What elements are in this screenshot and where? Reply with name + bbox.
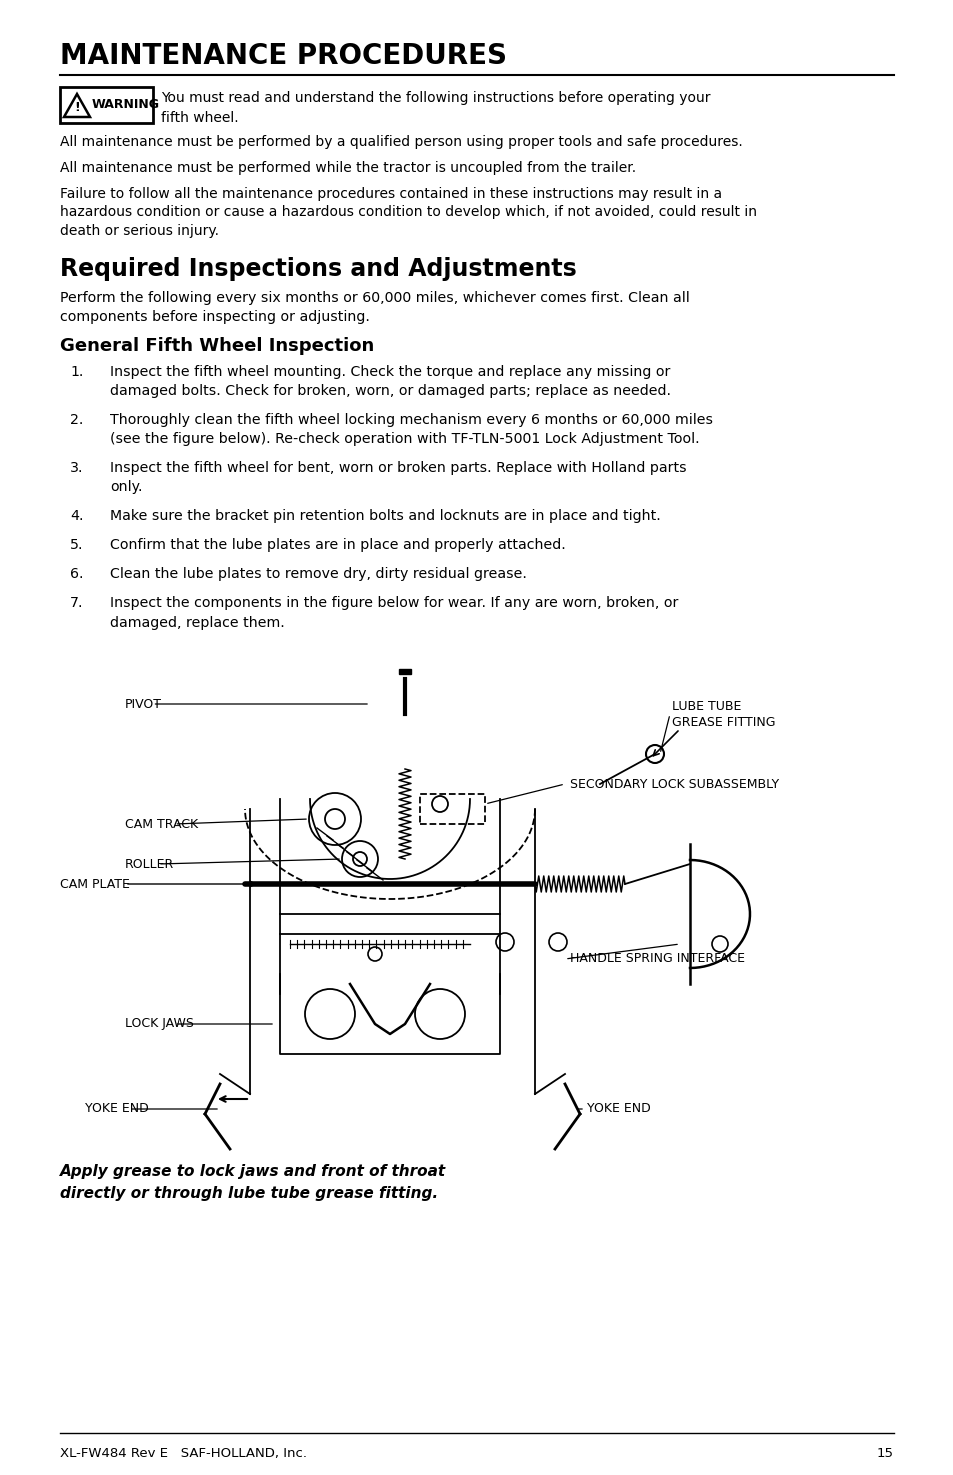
Text: ROLLER: ROLLER: [125, 857, 174, 870]
Text: 3.: 3.: [70, 462, 84, 475]
Text: 5.: 5.: [70, 538, 84, 552]
Text: Inspect the components in the figure below for wear. If any are worn, broken, or: Inspect the components in the figure bel…: [110, 596, 678, 630]
Text: Inspect the fifth wheel for bent, worn or broken parts. Replace with Holland par: Inspect the fifth wheel for bent, worn o…: [110, 462, 686, 494]
Text: Make sure the bracket pin retention bolts and locknuts are in place and tight.: Make sure the bracket pin retention bolt…: [110, 509, 660, 524]
Text: WARNING: WARNING: [91, 99, 160, 112]
FancyBboxPatch shape: [60, 87, 152, 122]
Text: Confirm that the lube plates are in place and properly attached.: Confirm that the lube plates are in plac…: [110, 538, 565, 552]
Text: CAM TRACK: CAM TRACK: [125, 817, 198, 830]
Text: 2.: 2.: [70, 413, 83, 426]
Text: All maintenance must be performed while the tractor is uncoupled from the traile: All maintenance must be performed while …: [60, 161, 636, 176]
Text: LOCK JAWS: LOCK JAWS: [125, 1018, 193, 1031]
Text: Failure to follow all the maintenance procedures contained in these instructions: Failure to follow all the maintenance pr…: [60, 187, 757, 237]
Text: 7.: 7.: [70, 596, 84, 611]
Text: PIVOT: PIVOT: [125, 698, 162, 711]
Text: CAM PLATE: CAM PLATE: [60, 878, 130, 891]
Text: 6.: 6.: [70, 566, 84, 581]
Text: 4.: 4.: [70, 509, 84, 524]
Text: Required Inspections and Adjustments: Required Inspections and Adjustments: [60, 257, 577, 282]
Text: 15: 15: [876, 1447, 893, 1460]
Text: !: !: [74, 100, 80, 114]
Text: General Fifth Wheel Inspection: General Fifth Wheel Inspection: [60, 336, 374, 355]
Text: LUBE TUBE
GREASE FITTING: LUBE TUBE GREASE FITTING: [671, 699, 775, 729]
Text: Thoroughly clean the fifth wheel locking mechanism every 6 months or 60,000 mile: Thoroughly clean the fifth wheel locking…: [110, 413, 712, 447]
Text: MAINTENANCE PROCEDURES: MAINTENANCE PROCEDURES: [60, 41, 506, 69]
Text: All maintenance must be performed by a qualified person using proper tools and s: All maintenance must be performed by a q…: [60, 136, 742, 149]
Bar: [398, 670, 411, 674]
Text: YOKE END: YOKE END: [586, 1102, 650, 1115]
Text: Clean the lube plates to remove dry, dirty residual grease.: Clean the lube plates to remove dry, dir…: [110, 566, 526, 581]
Text: Apply grease to lock jaws and front of throat
directly or through lube tube grea: Apply grease to lock jaws and front of t…: [60, 1164, 446, 1201]
Text: SECONDARY LOCK SUBASSEMBLY: SECONDARY LOCK SUBASSEMBLY: [569, 777, 779, 791]
Text: Perform the following every six months or 60,000 miles, whichever comes first. C: Perform the following every six months o…: [60, 291, 689, 324]
Text: Inspect the fifth wheel mounting. Check the torque and replace any missing or
da: Inspect the fifth wheel mounting. Check …: [110, 364, 670, 398]
Text: YOKE END: YOKE END: [85, 1102, 149, 1115]
Text: You must read and understand the following instructions before operating your
fi: You must read and understand the followi…: [161, 91, 710, 124]
Text: XL-FW484 Rev E   SAF-HOLLAND, Inc.: XL-FW484 Rev E SAF-HOLLAND, Inc.: [60, 1447, 307, 1460]
Bar: [419, 794, 484, 825]
Text: HANDLE SPRING INTERFACE: HANDLE SPRING INTERFACE: [569, 953, 744, 966]
Text: 1.: 1.: [70, 364, 83, 379]
